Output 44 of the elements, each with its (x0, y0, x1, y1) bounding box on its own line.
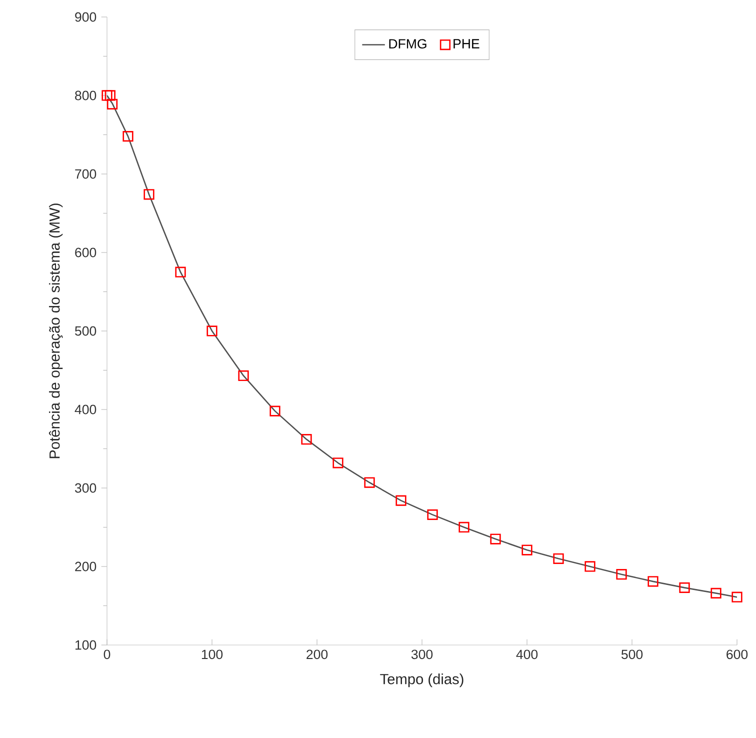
point (522, 544, 532, 556)
y-tick-label: 700 (75, 169, 96, 179)
y-tick-label: 500 (75, 326, 96, 336)
point (458, 522, 470, 533)
point (106, 98, 118, 110)
point (301, 434, 312, 445)
point (616, 569, 627, 580)
y-tick-label: 900 (75, 12, 96, 22)
point (175, 266, 186, 278)
point (122, 131, 134, 142)
legend-label: DFMG (389, 39, 426, 49)
point (396, 495, 406, 506)
x-tick-label: 0 (104, 650, 110, 660)
x-tick-label: 100 (202, 650, 223, 660)
x-tick-label: 200 (306, 650, 328, 660)
x-axis-title: Tempo (dias) (380, 674, 464, 688)
point (238, 370, 249, 382)
point (206, 326, 218, 336)
y-axis-title: Potência de operação do sistema (MW) (48, 204, 63, 458)
point (553, 553, 564, 564)
point (427, 509, 438, 520)
y-tick-label: 100 (75, 640, 96, 650)
point (710, 588, 722, 599)
point (648, 576, 658, 587)
x-tick-label: 300 (411, 650, 433, 660)
y-tick-label: 300 (74, 483, 96, 493)
point (332, 458, 344, 468)
point (732, 592, 742, 602)
x-tick-label: 500 (621, 650, 643, 660)
y-tick-label: 200 (75, 562, 96, 572)
point (490, 534, 501, 544)
legend-label: PHE (454, 39, 480, 48)
point (144, 189, 154, 200)
y-tick-label: 600 (75, 248, 96, 258)
y-tick-label: 400 (74, 404, 96, 414)
x-tick-label: 600 (726, 650, 748, 660)
point (270, 406, 280, 416)
point (364, 477, 375, 488)
point (584, 561, 596, 572)
point (102, 90, 112, 101)
point (679, 582, 690, 594)
y-tick-label: 800 (75, 90, 96, 100)
point (104, 90, 116, 101)
x-tick-label: 400 (516, 650, 538, 660)
